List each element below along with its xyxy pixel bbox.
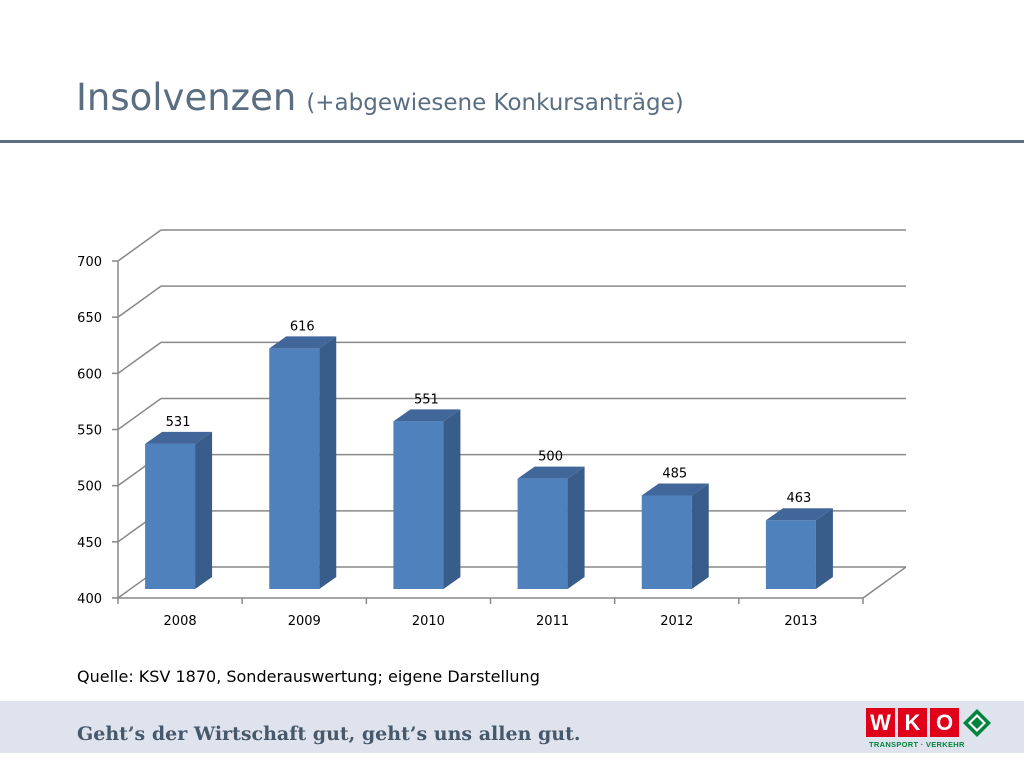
bar-2011	[517, 478, 568, 589]
bar-chart: 400 450 500 550 600 650 700 531 2008 616 2009 551 20…	[77, 229, 907, 629]
title-subtitle: (+abgewiesene Konkursanträge)	[306, 90, 684, 116]
title-main: Insolvenzen	[76, 76, 297, 119]
floor-edge-right	[862, 566, 907, 599]
bar-top-2010	[393, 409, 461, 422]
logo-tagline: TRANSPORT · VERKEHR	[869, 740, 965, 749]
eagle-diamond-icon	[963, 709, 991, 737]
y-tick-label: 650	[77, 311, 102, 326]
bar-2010	[393, 421, 444, 589]
gridline-diag-700	[117, 229, 162, 262]
footer-bar: Geht’s der Wirtschaft gut, geht’s uns al…	[0, 701, 1024, 753]
data-label: 531	[166, 415, 191, 430]
bar-2013	[765, 520, 816, 589]
bar-side-2009	[319, 336, 337, 589]
y-tick-label: 550	[77, 424, 102, 439]
logo-letter-k: K	[898, 708, 927, 737]
bar-2009	[269, 348, 320, 589]
data-label: 463	[787, 491, 812, 506]
x-tick-label: 2008	[164, 614, 197, 629]
gridline-diag-550	[117, 397, 162, 431]
data-label: 485	[662, 467, 687, 482]
x-tick-label: 2011	[536, 614, 569, 629]
x-tick-label: 2010	[412, 614, 445, 629]
gridline-diag-650	[117, 285, 162, 318]
data-label: 616	[290, 319, 315, 334]
bar-top-2008	[145, 431, 213, 444]
logo-letter-o: O	[930, 708, 959, 737]
bar-side-2008	[195, 431, 213, 589]
bar-top-2012	[641, 483, 709, 496]
bar-2008	[145, 443, 196, 589]
y-tick-label: 700	[77, 255, 102, 270]
data-label: 500	[538, 450, 563, 465]
x-tick-label: 2012	[660, 614, 693, 629]
x-tick-label: 2009	[288, 614, 321, 629]
footer-slogan: Geht’s der Wirtschaft gut, geht’s uns al…	[77, 723, 581, 745]
bar-side-2012	[691, 483, 709, 589]
bar-top-2011	[517, 466, 585, 479]
page-title: Insolvenzen (+abgewiesene Konkursanträge)	[76, 76, 684, 119]
bar-side-2013	[815, 508, 833, 589]
bar-top-2013	[765, 508, 833, 521]
y-tick-label: 600	[77, 367, 102, 382]
y-tick-label: 450	[77, 536, 102, 551]
y-tick-label: 500	[77, 480, 102, 495]
gridline-diag-600	[117, 341, 162, 374]
y-tick-label: 400	[77, 592, 102, 607]
logo-letter-w: W	[866, 708, 895, 737]
title-divider	[0, 140, 1024, 143]
x-tick-label: 2013	[784, 614, 817, 629]
data-label: 551	[414, 392, 439, 407]
bar-2012	[641, 495, 692, 589]
source-note: Quelle: KSV 1870, Sonderauswertung; eige…	[77, 667, 540, 686]
bar-top-2009	[269, 336, 337, 349]
bar-side-2011	[567, 466, 585, 589]
bar-side-2010	[443, 409, 461, 589]
wko-logo: W K O TRANSPORT · VERKEHR	[866, 708, 992, 750]
